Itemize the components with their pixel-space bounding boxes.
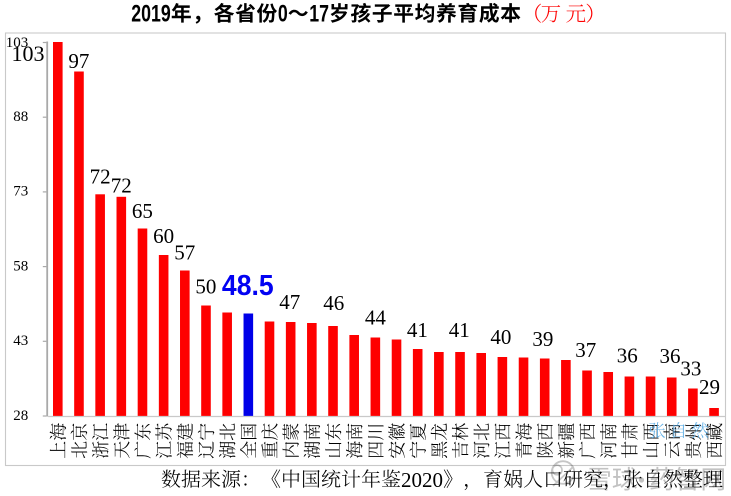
svg-text:36: 36: [660, 344, 681, 368]
svg-text:41: 41: [407, 318, 428, 342]
svg-text:2020: 2020: [401, 468, 443, 492]
svg-text:36: 36: [617, 344, 638, 368]
svg-text:40: 40: [490, 325, 511, 349]
svg-text:57: 57: [174, 241, 195, 265]
svg-text:2019: 2019: [131, 1, 171, 27]
svg-text:97: 97: [68, 49, 89, 73]
svg-text:48.5: 48.5: [222, 269, 274, 301]
svg-text:72: 72: [111, 174, 132, 198]
svg-text:29: 29: [699, 375, 720, 399]
svg-text:103: 103: [12, 41, 45, 66]
svg-text:37: 37: [575, 338, 596, 362]
svg-text:28: 28: [13, 408, 28, 424]
svg-text:58: 58: [13, 258, 28, 274]
svg-text:73: 73: [13, 184, 28, 200]
svg-text:33: 33: [680, 357, 701, 381]
svg-text:47: 47: [279, 290, 300, 314]
svg-text:88: 88: [13, 109, 28, 125]
svg-text:41: 41: [449, 318, 470, 342]
svg-text:17: 17: [309, 1, 329, 27]
svg-text:65: 65: [132, 199, 153, 223]
svg-text:46: 46: [323, 291, 344, 315]
svg-text:72: 72: [90, 165, 111, 189]
svg-text:50: 50: [195, 275, 216, 299]
svg-text:103: 103: [6, 35, 29, 51]
svg-text:60: 60: [153, 224, 174, 248]
svg-text:43: 43: [13, 333, 28, 349]
svg-text:44: 44: [365, 306, 387, 330]
svg-text:0: 0: [278, 1, 288, 27]
svg-text:39: 39: [532, 327, 553, 351]
